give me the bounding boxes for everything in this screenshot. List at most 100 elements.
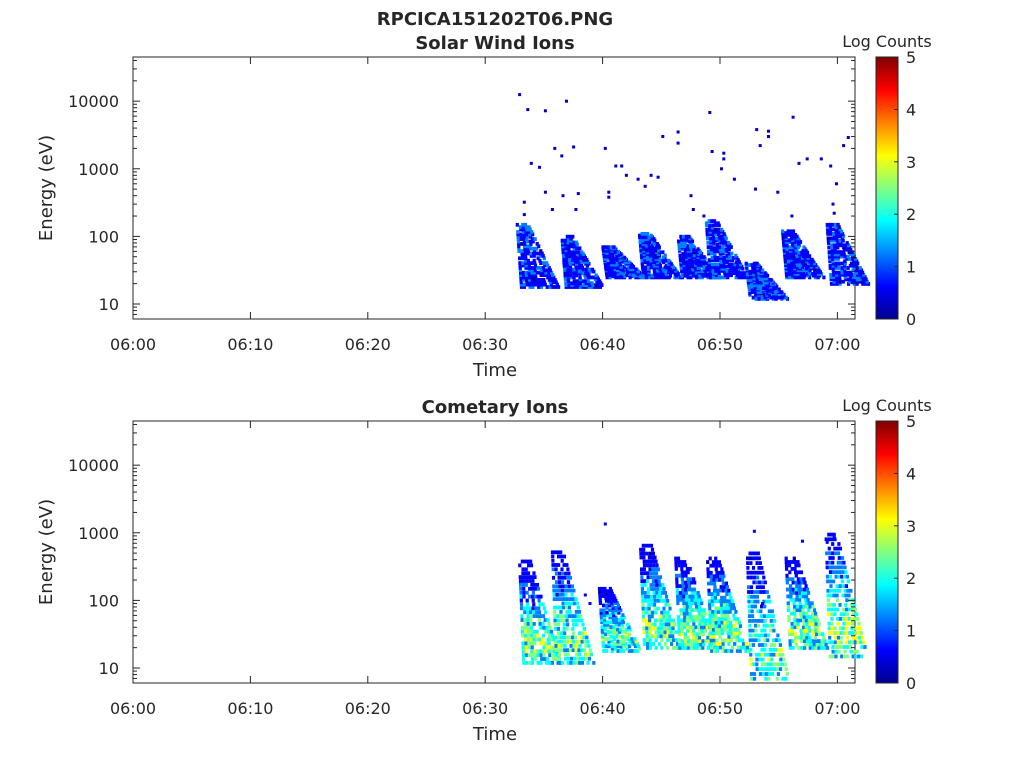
heat-cell (617, 275, 621, 280)
heat-cell (698, 615, 702, 619)
heat-cell (605, 613, 610, 617)
heat-cell (811, 604, 815, 609)
heat-cell (850, 626, 854, 631)
heat-cell (521, 222, 525, 227)
heat-cell (801, 591, 805, 595)
heat-cell (634, 639, 638, 644)
heat-cell (825, 551, 829, 556)
heat-cell (846, 579, 851, 584)
heat-cell (839, 252, 843, 257)
heat-cell (721, 240, 725, 245)
colorbar-label: Log Counts (842, 32, 932, 51)
heat-cell (863, 275, 867, 279)
heat-cell (543, 618, 547, 622)
heat-cell (794, 238, 798, 243)
heat-cell (568, 597, 572, 601)
heat-cell (551, 273, 555, 277)
heat-cell (527, 653, 531, 657)
heat-cell (831, 268, 835, 273)
heat-cell (792, 597, 796, 602)
heat-cell (841, 272, 845, 277)
heat-cell (749, 585, 754, 590)
heat-cell (768, 614, 772, 618)
heat-cell (838, 272, 842, 277)
heat-cell (665, 626, 669, 631)
heat-cell (668, 273, 672, 278)
heat-cell (848, 631, 852, 635)
heat-cell (630, 637, 634, 641)
heat-cell (671, 626, 675, 631)
heat-cell (601, 634, 605, 639)
heat-cell (708, 262, 712, 267)
heat-cell (614, 598, 618, 603)
heat-cell (712, 624, 716, 628)
heat-cell (533, 594, 537, 599)
heat-cell (756, 590, 760, 594)
heat-cell (708, 225, 712, 230)
heat-cell (775, 652, 779, 657)
heat-cell (555, 597, 559, 601)
heat-cell (769, 295, 773, 300)
heat-cell (608, 615, 612, 620)
heat-cell (554, 285, 558, 289)
heat-cell (681, 252, 685, 256)
heat-cell (685, 601, 689, 606)
heat-cell (714, 610, 718, 614)
heat-cell (599, 613, 603, 617)
heat-cell (805, 587, 810, 592)
heat-cell (834, 649, 838, 654)
heat-cell (527, 225, 531, 230)
heat-cell (566, 567, 570, 572)
heat-cell (581, 267, 585, 272)
heat-cell (642, 547, 646, 552)
heat-cell (711, 275, 715, 280)
heat-cell (578, 246, 582, 251)
heat-cell (850, 272, 854, 277)
scatter-point (656, 175, 660, 179)
heat-cell (727, 634, 731, 639)
heat-cell (849, 247, 853, 252)
heat-cell (716, 264, 721, 269)
heat-cell (826, 236, 830, 241)
heat-cell (635, 642, 639, 646)
heat-cell (571, 627, 575, 631)
heat-cell (788, 632, 792, 637)
heat-cell (718, 563, 722, 568)
heat-cell (556, 622, 560, 627)
heat-cell (640, 258, 644, 263)
heat-cell (767, 667, 771, 671)
heat-cell (688, 625, 692, 630)
heat-cell (838, 570, 842, 574)
heat-cell (608, 598, 612, 603)
heat-cell (739, 262, 743, 267)
heat-cell (736, 617, 740, 621)
heat-cell (561, 592, 565, 597)
heat-cell (594, 283, 598, 287)
heat-cell (680, 237, 684, 242)
heat-cell (746, 561, 750, 565)
heat-cell (759, 614, 763, 618)
heat-cell (732, 266, 736, 271)
heat-cell (702, 608, 706, 612)
heat-cell (704, 639, 708, 643)
heat-cell (804, 591, 808, 595)
heat-cell (847, 279, 851, 284)
heat-cell (597, 283, 601, 287)
heat-cell (608, 253, 612, 258)
scatter-point (722, 151, 726, 155)
heat-cell (721, 251, 725, 256)
heat-cell (857, 268, 861, 273)
heat-cell (664, 602, 668, 607)
heat-cell (753, 590, 757, 594)
heat-cell (681, 591, 685, 595)
heat-cell (765, 590, 769, 594)
heat-cell (849, 275, 853, 279)
heat-cell (533, 270, 537, 275)
heat-cell (519, 273, 523, 277)
heat-cell (680, 628, 684, 633)
heat-cell (786, 594, 790, 599)
heat-cell (722, 232, 726, 236)
heat-cell (679, 597, 683, 602)
heat-cell (536, 661, 540, 665)
heat-cell (604, 263, 608, 268)
